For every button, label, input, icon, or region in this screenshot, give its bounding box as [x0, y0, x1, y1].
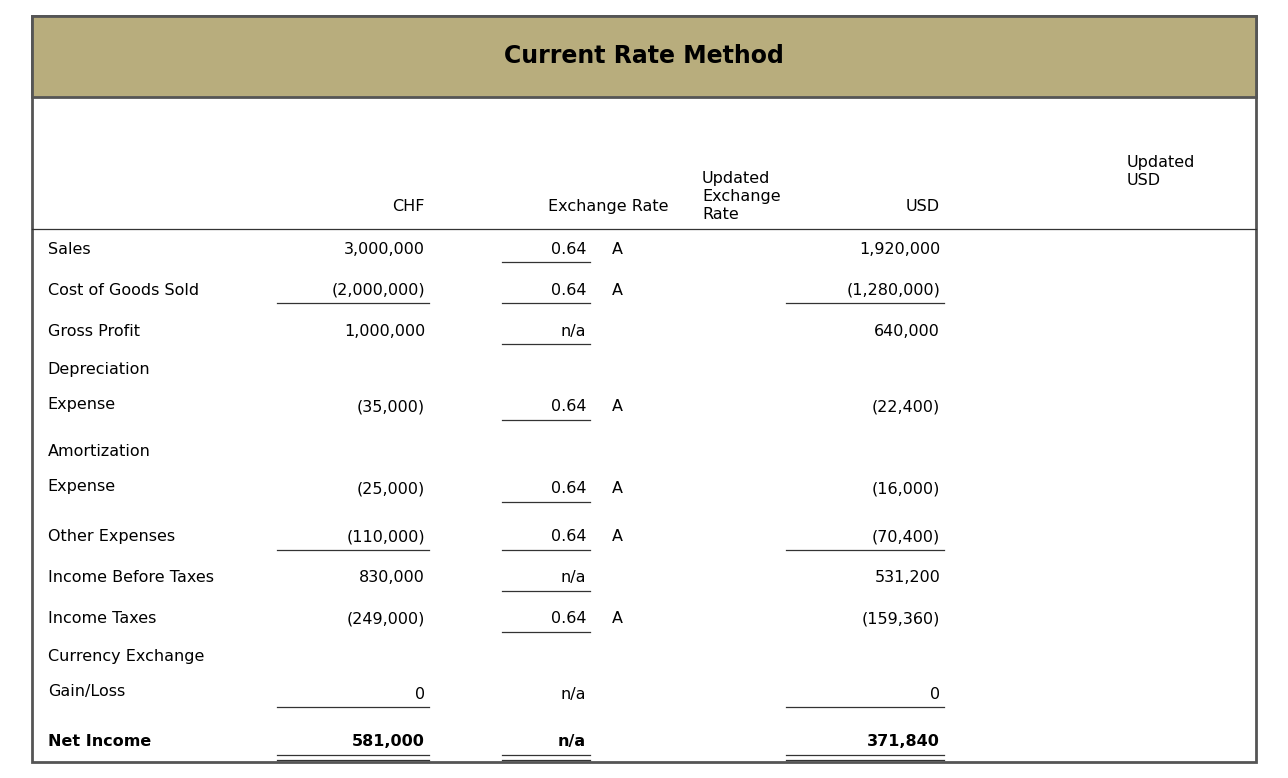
Text: 3,000,000: 3,000,000 — [344, 242, 425, 257]
Text: A: A — [612, 612, 623, 626]
Text: Other Expenses: Other Expenses — [48, 529, 175, 544]
Text: (25,000): (25,000) — [357, 482, 425, 496]
Text: Amortization: Amortization — [48, 443, 151, 459]
Text: Expense: Expense — [48, 397, 116, 412]
Text: A: A — [612, 282, 623, 298]
Text: (35,000): (35,000) — [357, 399, 425, 415]
Text: 0: 0 — [930, 687, 940, 702]
Text: Updated
Exchange
Rate: Updated Exchange Rate — [702, 171, 781, 223]
Text: (249,000): (249,000) — [346, 612, 425, 626]
Text: (1,280,000): (1,280,000) — [846, 282, 940, 298]
Text: A: A — [612, 529, 623, 544]
Text: Depreciation: Depreciation — [48, 362, 151, 377]
Text: n/a: n/a — [558, 734, 586, 749]
Text: 531,200: 531,200 — [875, 570, 940, 585]
Text: Cost of Goods Sold: Cost of Goods Sold — [48, 282, 198, 298]
Text: 830,000: 830,000 — [359, 570, 425, 585]
Text: Net Income: Net Income — [48, 734, 151, 749]
Text: Sales: Sales — [48, 242, 90, 257]
Text: A: A — [612, 482, 623, 496]
Text: Current Rate Method: Current Rate Method — [504, 44, 784, 68]
Text: (16,000): (16,000) — [872, 482, 940, 496]
Text: 0.64: 0.64 — [550, 529, 586, 544]
Text: A: A — [612, 242, 623, 257]
Text: (2,000,000): (2,000,000) — [331, 282, 425, 298]
Text: Currency Exchange: Currency Exchange — [48, 649, 204, 664]
Text: 371,840: 371,840 — [867, 734, 940, 749]
Text: n/a: n/a — [560, 324, 586, 338]
Text: Exchange Rate: Exchange Rate — [549, 199, 668, 214]
Text: 0.64: 0.64 — [550, 242, 586, 257]
Text: A: A — [612, 399, 623, 415]
Text: 0: 0 — [415, 687, 425, 702]
Text: Gross Profit: Gross Profit — [48, 324, 139, 338]
Text: Income Taxes: Income Taxes — [48, 612, 156, 626]
Text: CHF: CHF — [393, 199, 425, 214]
Text: 1,920,000: 1,920,000 — [859, 242, 940, 257]
Bar — [32, 16, 1256, 97]
Text: 0.64: 0.64 — [550, 612, 586, 626]
Text: Expense: Expense — [48, 479, 116, 494]
Text: 0.64: 0.64 — [550, 482, 586, 496]
Text: Gain/Loss: Gain/Loss — [48, 685, 125, 699]
Text: (22,400): (22,400) — [872, 399, 940, 415]
Text: 581,000: 581,000 — [352, 734, 425, 749]
Text: (159,360): (159,360) — [862, 612, 940, 626]
Text: (110,000): (110,000) — [346, 529, 425, 544]
Text: (70,400): (70,400) — [872, 529, 940, 544]
Text: 0.64: 0.64 — [550, 282, 586, 298]
Text: 1,000,000: 1,000,000 — [344, 324, 425, 338]
Text: n/a: n/a — [560, 687, 586, 702]
Text: Income Before Taxes: Income Before Taxes — [48, 570, 214, 585]
Text: 0.64: 0.64 — [550, 399, 586, 415]
Text: USD: USD — [907, 199, 940, 214]
Text: 640,000: 640,000 — [875, 324, 940, 338]
Text: Updated
USD: Updated USD — [1127, 155, 1195, 187]
Text: n/a: n/a — [560, 570, 586, 585]
